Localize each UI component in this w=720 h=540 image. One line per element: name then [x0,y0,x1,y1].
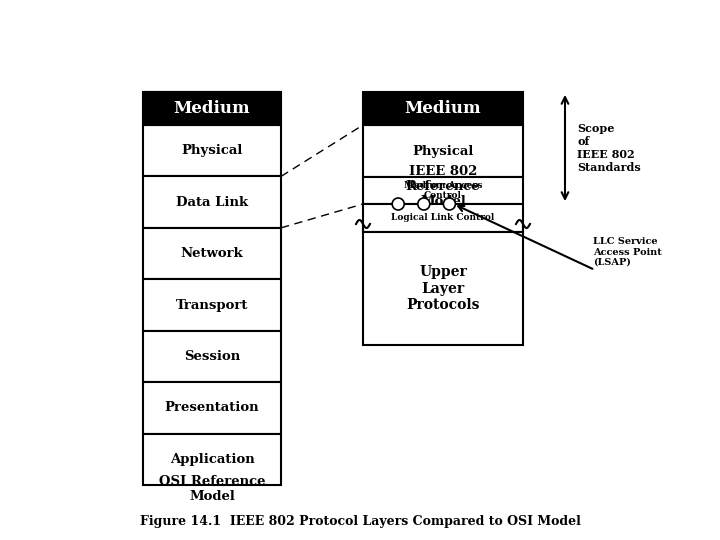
Circle shape [444,198,455,210]
Bar [143,125,281,177]
Bar [363,125,523,177]
Bar [143,92,281,125]
Text: IEEE 802
Reference
Model: IEEE 802 Reference Model [405,165,480,208]
Text: LLC Service
Access Point
(LSAP): LLC Service Access Point (LSAP) [593,237,662,267]
Text: Network: Network [181,247,243,260]
Text: Logical Link Control: Logical Link Control [392,213,495,222]
Text: Application: Application [170,453,254,466]
Bar [143,279,281,330]
Text: OSI Reference
Model: OSI Reference Model [158,475,265,503]
Text: Presentation: Presentation [165,401,259,414]
Bar [143,434,281,485]
Bar [363,232,523,345]
Bar [143,228,281,279]
Text: Data Link: Data Link [176,195,248,208]
Text: Session: Session [184,350,240,363]
Text: Upper
Layer
Protocols: Upper Layer Protocols [406,265,480,312]
Text: Medium Access
Control: Medium Access Control [404,181,482,200]
Text: Physical: Physical [181,144,243,157]
Bar [363,92,523,125]
Bar [143,330,281,382]
Bar [363,204,523,232]
Bar [143,177,281,228]
Text: Medium: Medium [174,100,251,117]
Bar [363,177,523,204]
Bar [143,382,281,434]
Text: Scope
of
IEEE 802
Standards: Scope of IEEE 802 Standards [577,123,641,173]
Circle shape [418,198,430,210]
Circle shape [392,198,404,210]
Text: Transport: Transport [176,299,248,312]
Text: Medium: Medium [405,100,481,117]
Text: Physical: Physical [413,145,474,158]
Text: Figure 14.1  IEEE 802 Protocol Layers Compared to OSI Model: Figure 14.1 IEEE 802 Protocol Layers Com… [140,515,580,528]
